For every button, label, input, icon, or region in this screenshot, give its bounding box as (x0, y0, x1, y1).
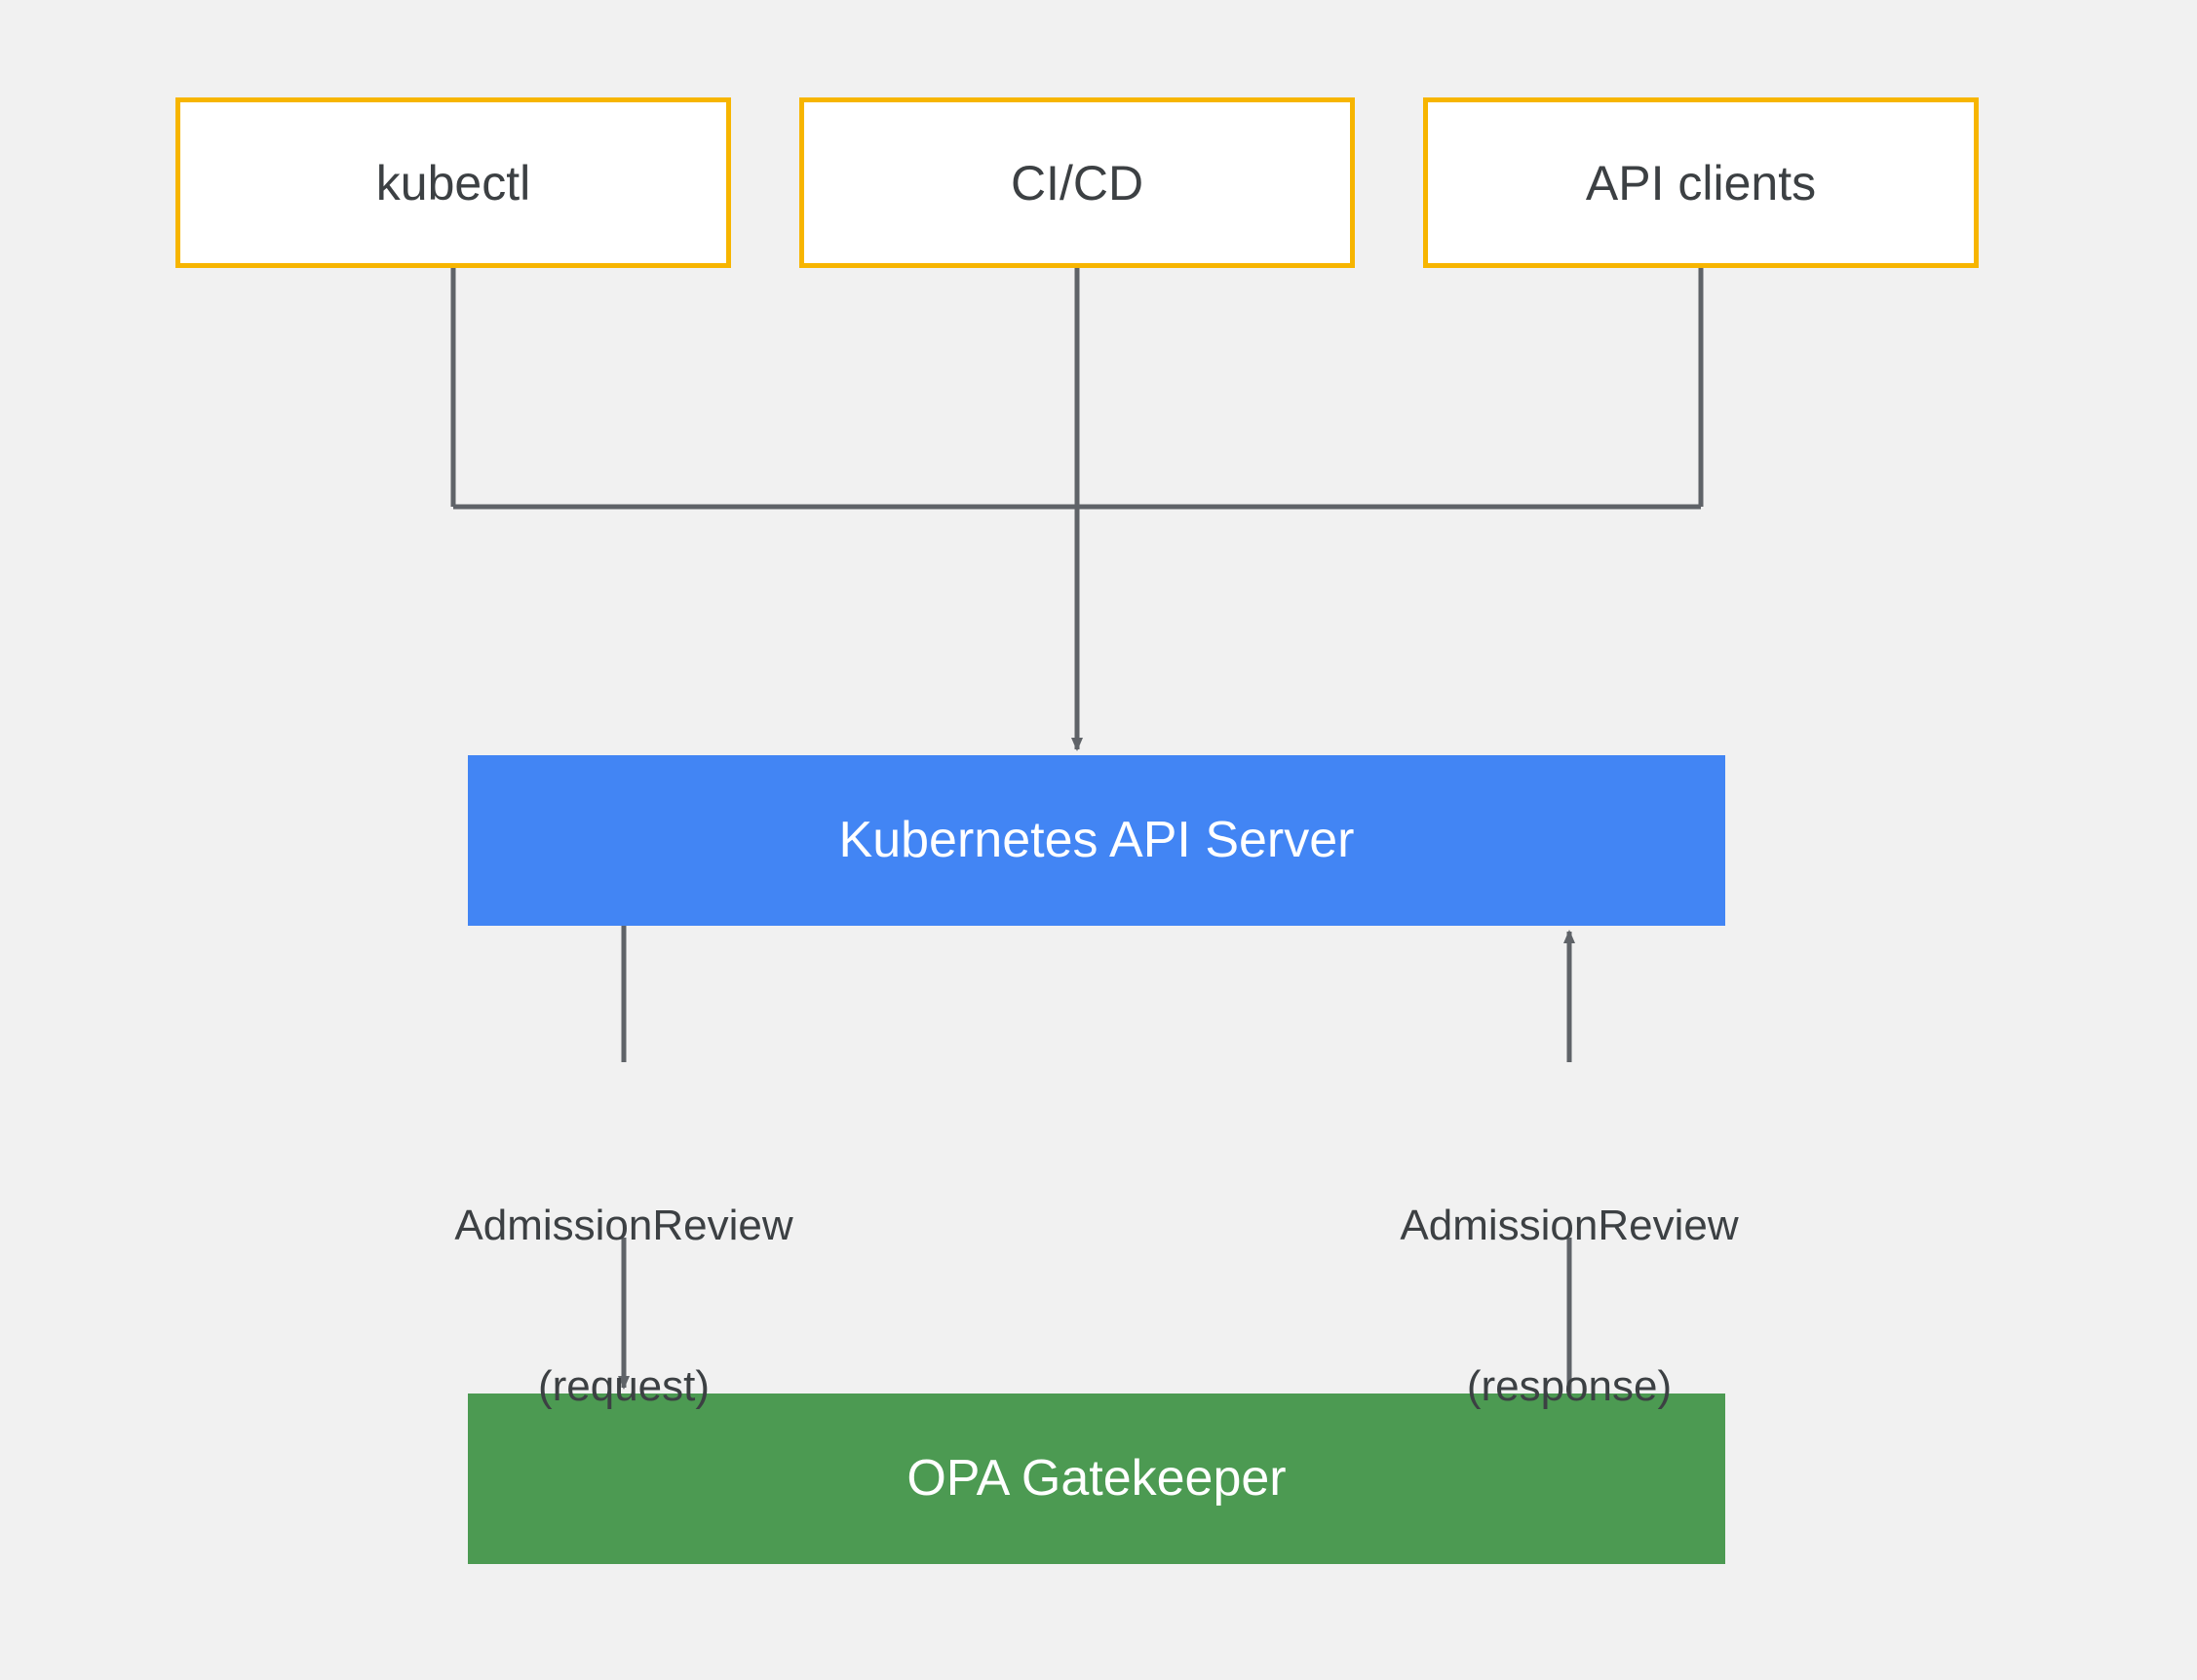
node-api-server: Kubernetes API Server (468, 755, 1725, 926)
edge-label-response-line2: (response) (1326, 1359, 1813, 1413)
edge-label-response-line1: AdmissionReview (1326, 1199, 1813, 1252)
node-api-clients-label: API clients (1586, 154, 1816, 212)
edge-label-response: AdmissionReview (response) (1326, 1091, 1813, 1520)
diagram-canvas: kubectl CI/CD API clients Kubernetes API… (0, 0, 2197, 1680)
node-kubectl: kubectl (175, 97, 731, 268)
node-api-clients: API clients (1423, 97, 1979, 268)
edge-label-request-line1: AdmissionReview (380, 1199, 867, 1252)
node-api-server-label: Kubernetes API Server (839, 810, 1355, 870)
edge-label-request: AdmissionReview (request) (380, 1091, 867, 1520)
node-cicd: CI/CD (799, 97, 1355, 268)
edge-label-request-line2: (request) (380, 1359, 867, 1413)
node-gatekeeper-label: OPA Gatekeeper (906, 1448, 1286, 1508)
node-kubectl-label: kubectl (376, 154, 530, 212)
node-cicd-label: CI/CD (1011, 154, 1143, 212)
